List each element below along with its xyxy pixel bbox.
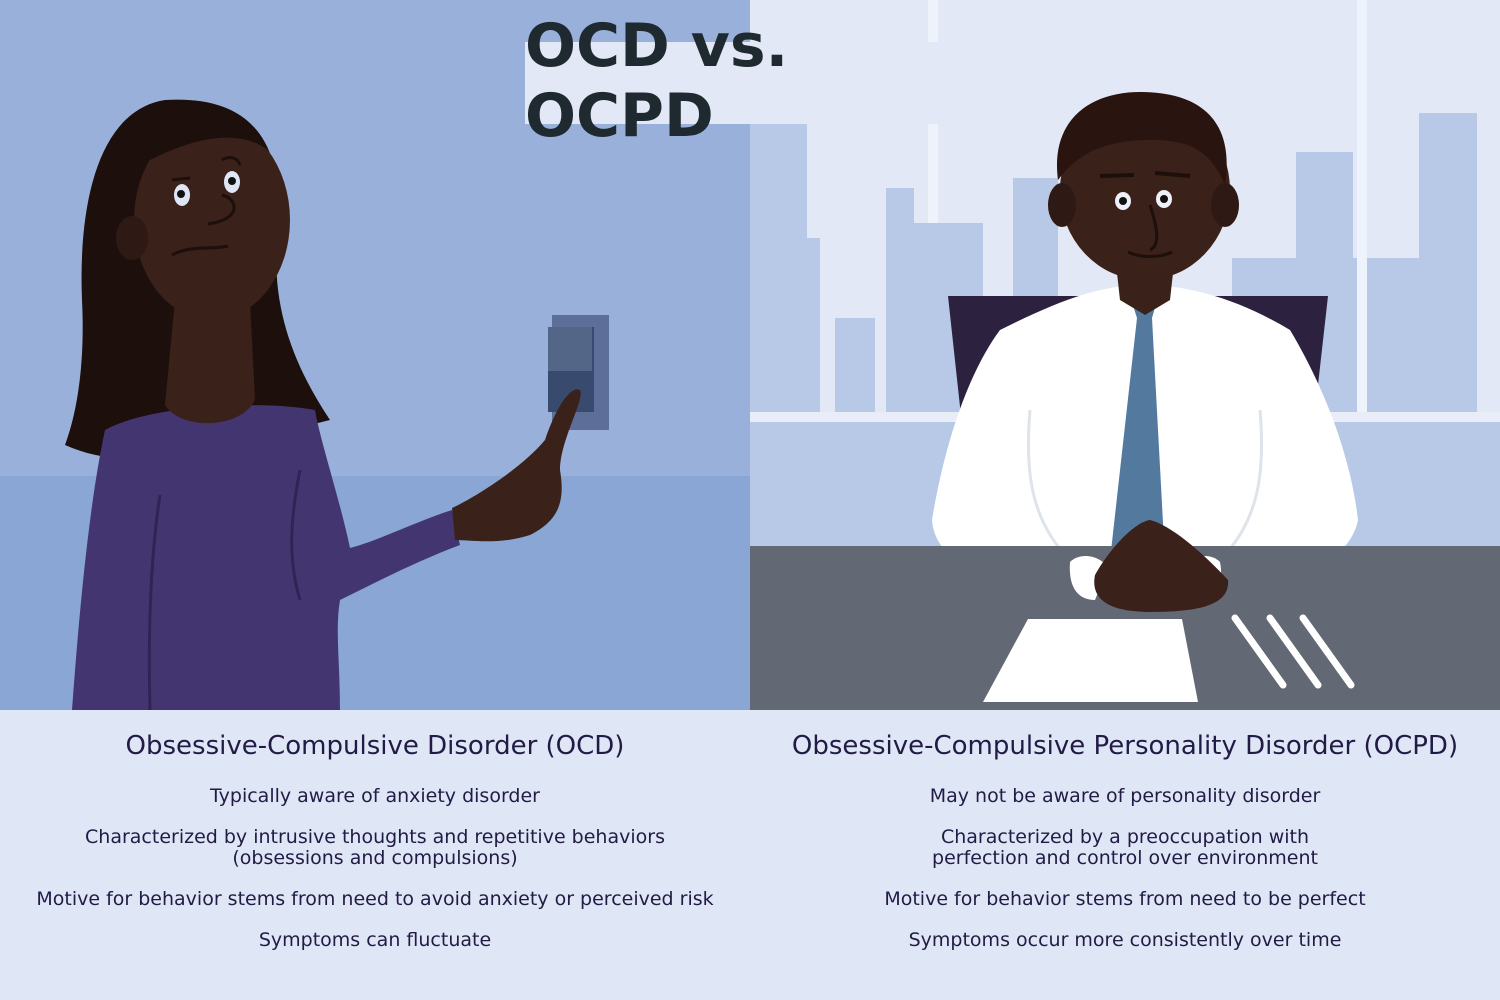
ocpd-column: Obsessive-Compulsive Personality Disorde… <box>750 728 1500 988</box>
clasped-hands-icon <box>1094 520 1229 612</box>
ocd-column: Obsessive-Compulsive Disorder (OCD) Typi… <box>0 728 750 988</box>
ocd-item: Motive for behavior stems from need to a… <box>36 888 714 910</box>
ocpd-item: May not be aware of personality disorder <box>929 785 1321 807</box>
pens-icon <box>1231 614 1355 689</box>
woman-illustration <box>65 99 581 710</box>
title-background <box>525 42 950 124</box>
ocd-item: Typically aware of anxiety disorder <box>210 785 540 807</box>
right-panel-illustration <box>750 0 1500 710</box>
ocd-heading: Obsessive-Compulsive Disorder (OCD) <box>125 731 625 761</box>
light-switch-icon <box>548 315 609 430</box>
city-skyline-icon <box>750 113 1477 413</box>
paper-icon <box>983 619 1198 702</box>
page-title: OCD vs. OCPD <box>525 11 789 151</box>
ocpd-item: Motive for behavior stems from need to b… <box>884 888 1366 910</box>
ocd-item: Symptoms can fluctuate <box>258 929 492 951</box>
ocd-item: Characterized by intrusive thoughts and … <box>85 826 665 869</box>
ocpd-item: Symptoms occur more consistently over ti… <box>908 929 1342 951</box>
man-illustration <box>932 92 1358 585</box>
ocpd-item: Characterized by a preoccupation with pe… <box>932 826 1318 869</box>
ocpd-heading: Obsessive-Compulsive Personality Disorde… <box>791 731 1459 761</box>
